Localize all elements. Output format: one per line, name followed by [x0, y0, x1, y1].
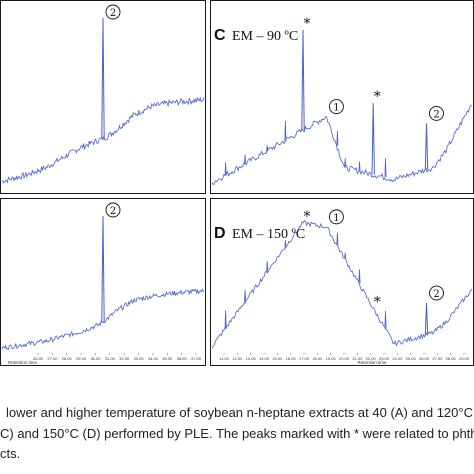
x-axis-label: Retention time	[357, 360, 387, 365]
peak-number-circle	[429, 285, 444, 301]
panel-letter: C	[214, 27, 226, 44]
x-tick-label: 36.00	[177, 356, 188, 361]
peak-number-label: 2	[110, 8, 116, 19]
chromatogram-baseline-trace	[1, 96, 205, 184]
x-tick-label: 26.00	[419, 356, 430, 361]
chromatogram-minor-peak	[336, 130, 339, 146]
x-tick-label: 27.00	[47, 356, 58, 361]
chromatogram-minor-peak	[358, 269, 361, 284]
chromatogram-peak	[424, 302, 429, 335]
x-tick-label: 30.00	[90, 356, 101, 361]
x-axis-label: Retention time	[8, 360, 38, 365]
asterisk-annotation: *	[374, 89, 381, 105]
chromatogram-baseline-trace	[211, 220, 473, 349]
chromatogram-panel: 2	[0, 0, 206, 194]
chromatogram-minor-peak	[344, 158, 347, 168]
peak-number-label: 2	[110, 206, 116, 217]
chromatogram-minor-peak	[284, 120, 287, 141]
x-tick-label: 25.00	[406, 356, 417, 361]
asterisk-annotation: *	[304, 209, 311, 225]
x-tick-label: 13.00	[246, 356, 257, 361]
x-tick-label: 16.00	[286, 356, 297, 361]
x-tick-label: 28.00	[446, 356, 457, 361]
chromatogram-peak	[371, 102, 375, 175]
figure-caption-line-3: cts.	[0, 446, 21, 461]
chromatogram-minor-peak	[384, 157, 387, 178]
peak-number-label: 2	[433, 289, 439, 300]
x-tick-label: 14.00	[259, 356, 270, 361]
chromatogram-minor-peak	[358, 161, 361, 172]
panel-letter: D	[214, 225, 226, 242]
x-tick-label: 20.00	[339, 356, 350, 361]
x-tick-label: 17.00	[299, 356, 310, 361]
chromatogram-minor-peak	[224, 310, 227, 329]
x-tick-label: 27.00	[432, 356, 443, 361]
chromatogram-panel: * 1 * 2 D EM – 150 ºC 11.00 12.00 13.00 14.00 15.0…	[210, 198, 474, 366]
chromatogram-minor-peak	[284, 240, 287, 248]
peak-number-circle	[105, 202, 121, 218]
peak-number-label: 2	[433, 109, 439, 120]
x-tick-label: 21.00	[352, 356, 363, 361]
x-tick-label: 24.00	[392, 356, 403, 361]
chromatogram-panel: 2 26.00 27.00 28.00 29.00 30.00 31.00 32.00 33.0…	[0, 198, 206, 366]
x-tick-label: 29.00	[76, 356, 87, 361]
x-tick-label: 28.00	[62, 356, 73, 361]
chromatogram-minor-peak	[266, 261, 269, 273]
x-tick-label: 11.00	[219, 356, 229, 361]
x-tick-label: 35.00	[162, 356, 173, 361]
chromatogram-baseline-trace	[1, 288, 205, 350]
x-tick-label: 18.00	[312, 356, 323, 361]
panel-frame	[0, 198, 206, 366]
chromatogram-minor-peak	[344, 252, 347, 259]
chromatogram-peak	[101, 17, 105, 139]
x-tick-label: 37.00	[191, 356, 202, 361]
peak-number-label: 1	[333, 103, 339, 114]
chromatogram-baseline-trace	[211, 105, 473, 186]
x-tick-label: 26.00	[33, 356, 44, 361]
chromatogram-minor-peak	[384, 310, 387, 329]
chromatogram-minor-peak	[266, 145, 269, 152]
peak-number-label: 1	[333, 213, 339, 224]
chromatogram-peak	[301, 29, 305, 131]
x-tick-label: 29.00	[459, 356, 470, 361]
x-tick-label: 33.00	[134, 356, 145, 361]
x-tick-label: 15.00	[272, 356, 283, 361]
asterisk-annotation: *	[374, 294, 381, 310]
chromatogram-peak	[424, 123, 429, 170]
x-tick-label: 34.00	[148, 356, 159, 361]
figure-caption-line-2: C) and 150°C (D) performed by PLE. The p…	[0, 426, 474, 441]
chromatogram-minor-peak	[244, 289, 247, 303]
x-tick-label: 12.00	[232, 356, 243, 361]
chromatogram-minor-peak	[336, 233, 339, 246]
chromatogram-minor-peak	[244, 154, 247, 165]
asterisk-annotation: *	[304, 16, 311, 32]
peak-number-circle	[328, 209, 344, 225]
chromatogram-minor-peak	[224, 162, 227, 176]
figure-caption-line-1: lower and higher temperature of soybean …	[6, 405, 473, 420]
panel-frame	[0, 0, 206, 194]
x-tick-label: 23.00	[379, 356, 390, 361]
panel-title: EM – 90 ºC	[232, 29, 298, 44]
peak-number-circle	[328, 99, 344, 115]
chromatogram-peak	[101, 215, 105, 322]
x-tick-label: 31.00	[105, 356, 116, 361]
x-tick-label: 22.00	[366, 356, 377, 361]
x-tick-label: 19.00	[326, 356, 337, 361]
x-tick-label: 32.00	[119, 356, 130, 361]
peak-number-circle	[429, 105, 444, 121]
peak-number-circle	[105, 4, 121, 20]
panel-title: EM – 150 ºC	[232, 227, 305, 242]
